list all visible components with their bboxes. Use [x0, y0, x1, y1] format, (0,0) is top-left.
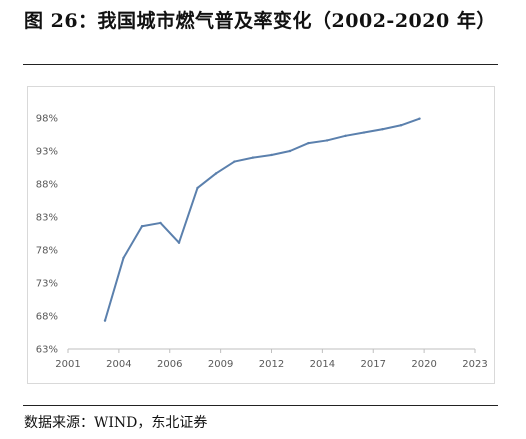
data-point: [307, 141, 310, 145]
data-point: [196, 186, 199, 190]
y-tick-label: 68%: [36, 312, 58, 323]
data-point: [399, 124, 403, 127]
chart-frame: [27, 86, 495, 384]
x-tick-label: 2014: [310, 359, 335, 370]
data-point: [122, 256, 125, 260]
data-point: [140, 225, 144, 228]
x-axis: 2001 2004 2006 2009 2012 2014 2017 2020 2023: [55, 348, 488, 370]
figure-title: 图 26：我国城市燃气普及率变化（2002-2020 年）: [24, 10, 496, 32]
y-tick-label: 73%: [36, 279, 58, 290]
data-point: [233, 160, 236, 163]
x-tick-label: 2006: [157, 359, 182, 370]
data-point: [177, 241, 181, 244]
y-tick-label: 78%: [36, 246, 58, 257]
data-point: [214, 172, 218, 175]
x-tick-label: 2004: [106, 359, 131, 370]
x-tick-label: 2023: [462, 359, 487, 370]
data-point: [270, 153, 273, 157]
data-point: [103, 319, 107, 322]
x-tick-label: 2012: [259, 359, 284, 370]
y-tick-label: 98%: [36, 114, 58, 125]
data-point: [251, 156, 255, 159]
x-tick-label: 2020: [411, 359, 436, 370]
title-divider: [23, 64, 498, 65]
y-tick-label: 83%: [36, 213, 58, 224]
series-line: [104, 117, 421, 322]
x-tick-label: 2001: [55, 359, 80, 370]
data-point: [288, 149, 292, 153]
y-tick-label: 88%: [36, 180, 58, 191]
data-point: [159, 221, 162, 225]
x-tick-label: 2009: [208, 359, 233, 370]
data-point: [418, 117, 421, 120]
data-point: [344, 134, 347, 138]
source-note: 数据来源：WIND，东北证券: [24, 415, 208, 431]
data-point: [381, 128, 384, 131]
y-tick-label: 63%: [36, 345, 58, 356]
y-tick-label: 93%: [36, 147, 58, 158]
series-group: [103, 117, 421, 322]
x-tick-label: 2017: [361, 359, 386, 370]
data-point: [362, 131, 366, 134]
source-divider: [23, 405, 498, 406]
y-axis: 63% 68% 73% 78% 83% 88% 93% 98%: [36, 114, 58, 356]
data-point: [325, 139, 329, 142]
